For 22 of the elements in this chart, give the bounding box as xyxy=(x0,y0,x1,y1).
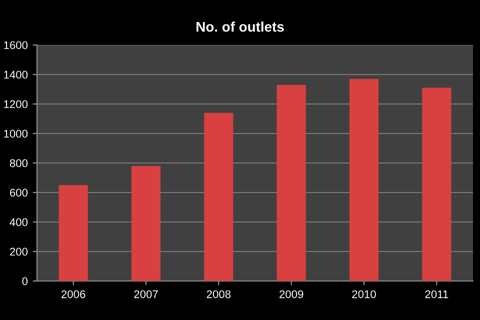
x-tick-label: 2006 xyxy=(62,290,86,298)
x-tick-label: 2008 xyxy=(206,290,231,298)
y-tick-label: 1400 xyxy=(4,70,28,79)
bar xyxy=(204,112,234,281)
y-tick-label: 1200 xyxy=(4,100,28,108)
bar xyxy=(422,88,452,281)
chart-title: No. of outlets xyxy=(196,22,284,32)
y-tick-label: 800 xyxy=(10,159,28,168)
y-tick-label: 1600 xyxy=(4,41,28,50)
y-tick-label: 600 xyxy=(10,188,28,197)
y-tick-label: 0 xyxy=(22,277,28,286)
x-tick-label: 2007 xyxy=(134,290,158,298)
y-tick-label: 400 xyxy=(10,218,28,226)
x-tick-label: 2010 xyxy=(352,290,376,298)
bar xyxy=(131,166,161,281)
bar xyxy=(276,84,306,281)
x-tick-label: 2011 xyxy=(425,290,448,298)
bar xyxy=(349,78,379,281)
y-tick-label: 200 xyxy=(10,248,28,256)
x-tick-label: 2009 xyxy=(280,290,304,298)
bar xyxy=(58,185,88,281)
y-tick-label: 1000 xyxy=(4,130,28,138)
